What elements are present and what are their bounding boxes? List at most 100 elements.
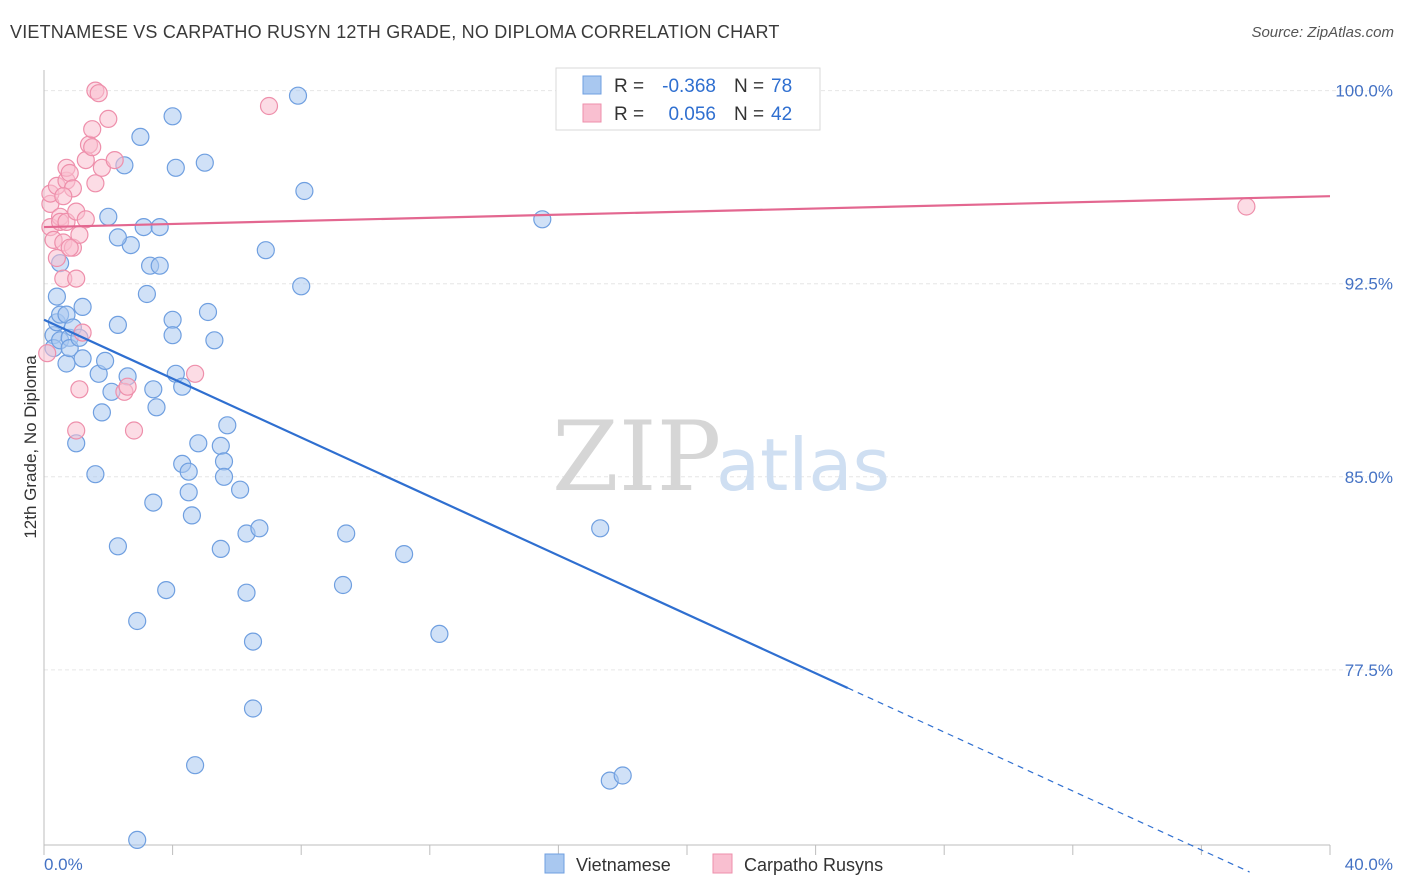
point-vietnamese-64 xyxy=(613,766,632,785)
point-vietnamese-32 xyxy=(179,483,198,502)
point-vietnamese-58 xyxy=(337,524,356,543)
point-vietnamese-31 xyxy=(179,462,198,481)
point-vietnamese-24 xyxy=(147,398,166,417)
trend-line-extension-vietnamese xyxy=(847,687,1250,873)
legend: R = -0.368 N = 78 R = 0.056 N = 42 xyxy=(555,67,821,131)
point-carpatho-rusyns-30 xyxy=(118,377,137,396)
legend-n-label-carpatho-rusyns: N = xyxy=(734,104,764,125)
point-vietnamese-62 xyxy=(591,519,610,538)
point-vietnamese-43 xyxy=(214,467,234,486)
point-vietnamese-41 xyxy=(250,519,269,538)
point-vietnamese-42 xyxy=(256,241,275,260)
point-carpatho-rusyns-27 xyxy=(99,109,118,129)
point-carpatho-rusyns-34 xyxy=(259,96,279,116)
point-vietnamese-16 xyxy=(95,351,115,370)
point-vietnamese-54 xyxy=(243,632,263,651)
point-vietnamese-52 xyxy=(211,539,230,559)
point-vietnamese-66 xyxy=(292,277,311,296)
point-vietnamese-75 xyxy=(131,127,150,146)
point-vietnamese-70 xyxy=(134,218,153,237)
point-vietnamese-56 xyxy=(186,756,205,775)
trend-lines xyxy=(43,195,1331,873)
point-vietnamese-51 xyxy=(182,506,201,525)
point-vietnamese-18 xyxy=(108,315,128,334)
source-label: Source: ZipAtlas.com xyxy=(1251,24,1394,41)
bottom-legend-swatch-vietnamese xyxy=(544,853,565,874)
legend-r-label-vietnamese: R = xyxy=(614,76,644,97)
point-carpatho-rusyns-23 xyxy=(86,174,105,193)
point-carpatho-rusyns-38 xyxy=(60,238,79,257)
point-carpatho-rusyns-35 xyxy=(1237,197,1256,216)
point-vietnamese-71 xyxy=(150,218,169,237)
y-axis-title: 12th Grade, No Diploma xyxy=(21,355,40,539)
chart-title: VIETNAMESE VS CARPATHO RUSYN 12TH GRADE,… xyxy=(10,22,780,42)
legend-n-value-carpatho-rusyns: 42 xyxy=(771,104,792,125)
point-vietnamese-49 xyxy=(128,611,147,631)
point-vietnamese-37 xyxy=(214,452,234,471)
x-tick-label-right: 40.0% xyxy=(1345,855,1393,874)
point-vietnamese-3 xyxy=(47,287,67,306)
point-vietnamese-57 xyxy=(128,830,147,850)
data-points xyxy=(38,81,1256,850)
point-carpatho-rusyns-33 xyxy=(186,364,205,383)
legend-swatch-carpatho-rusyns xyxy=(582,103,602,123)
watermark: ZIP atlas xyxy=(552,401,890,513)
point-vietnamese-50 xyxy=(157,580,176,600)
point-vietnamese-34 xyxy=(198,302,218,322)
point-carpatho-rusyns-37 xyxy=(70,380,89,399)
bottom-legend-carpatho-rusyns: Carpatho Rusyns xyxy=(744,855,883,875)
point-vietnamese-14 xyxy=(73,349,92,368)
legend-r-value-carpatho-rusyns: 0.056 xyxy=(668,104,716,125)
legend-swatch-vietnamese xyxy=(582,75,602,95)
point-carpatho-rusyns-14 xyxy=(60,163,79,183)
x-tick-label-left: 0.0% xyxy=(44,855,83,874)
point-vietnamese-39 xyxy=(231,480,250,499)
point-carpatho-rusyns-39 xyxy=(76,210,95,229)
point-vietnamese-7 xyxy=(57,354,76,373)
point-carpatho-rusyns-36 xyxy=(67,421,86,440)
point-carpatho-rusyns-40 xyxy=(83,138,102,157)
point-vietnamese-53 xyxy=(237,583,256,602)
point-vietnamese-68 xyxy=(99,207,118,226)
point-vietnamese-21 xyxy=(137,284,156,304)
point-carpatho-rusyns-0 xyxy=(38,344,57,363)
y-tick-label-1: 92.5% xyxy=(1345,275,1393,294)
y-tick-label-3: 77.5% xyxy=(1345,661,1393,680)
legend-n-label-vietnamese: N = xyxy=(734,76,764,97)
point-vietnamese-13 xyxy=(73,297,92,316)
point-vietnamese-44 xyxy=(144,493,163,512)
point-vietnamese-23 xyxy=(144,380,163,399)
point-carpatho-rusyns-18 xyxy=(67,269,86,288)
point-vietnamese-72 xyxy=(166,158,185,177)
legend-r-value-vietnamese: -0.368 xyxy=(662,76,716,97)
legend-n-value-vietnamese: 78 xyxy=(771,76,792,97)
bottom-legend: Vietnamese Carpatho Rusyns xyxy=(544,853,883,875)
trend-line-carpatho-rusyns xyxy=(43,195,1331,229)
point-vietnamese-55 xyxy=(243,699,263,718)
point-carpatho-rusyns-28 xyxy=(105,151,124,170)
point-carpatho-rusyns-25 xyxy=(89,84,108,103)
point-vietnamese-26 xyxy=(163,310,182,329)
point-vietnamese-47 xyxy=(92,403,112,422)
point-vietnamese-61 xyxy=(430,624,449,644)
point-vietnamese-60 xyxy=(395,544,414,564)
point-carpatho-rusyns-41 xyxy=(54,187,73,206)
point-carpatho-rusyns-31 xyxy=(124,421,144,440)
legend-r-label-carpatho-rusyns: R = xyxy=(614,104,644,125)
point-vietnamese-33 xyxy=(189,434,208,453)
watermark-atlas: atlas xyxy=(716,423,890,507)
grid-lines xyxy=(44,90,1370,671)
point-vietnamese-46 xyxy=(86,465,105,484)
watermark-zip: ZIP xyxy=(552,401,721,513)
point-vietnamese-73 xyxy=(195,153,214,172)
point-vietnamese-67 xyxy=(295,181,314,201)
point-carpatho-rusyns-6 xyxy=(47,248,67,268)
point-vietnamese-27 xyxy=(163,326,182,345)
point-vietnamese-36 xyxy=(211,436,230,455)
y-tick-labels: 100.0% 92.5% 85.0% 77.5% xyxy=(1335,82,1393,680)
point-vietnamese-76 xyxy=(163,107,182,126)
point-vietnamese-69 xyxy=(108,228,128,247)
y-tick-label-0: 100.0% xyxy=(1335,82,1393,101)
point-carpatho-rusyns-22 xyxy=(83,120,102,139)
